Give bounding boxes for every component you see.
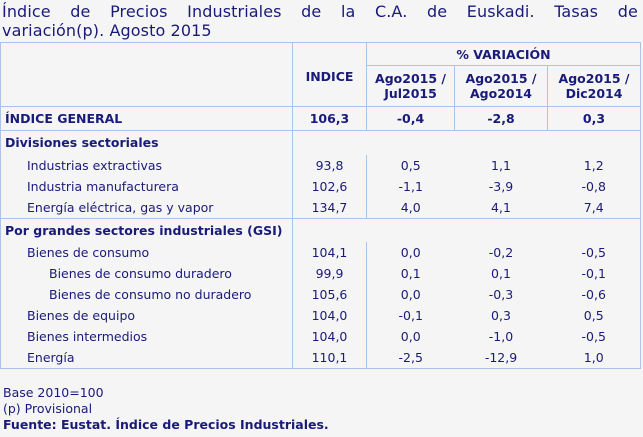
- table-row: Bienes intermedios 104,0 0,0 -1,0 -0,5: [0, 326, 641, 347]
- footer-provisional: (p) Provisional: [3, 401, 93, 416]
- section-gsi: Por grandes sectores industriales (GSI): [0, 217, 641, 242]
- price-index-table: INDICE % VARIACIÓN Ago2015 /Jul2015 Ago2…: [0, 42, 641, 369]
- title-word: Industriales: [187, 2, 282, 21]
- title-word: de: [617, 2, 638, 21]
- header-col-jul2015: Ago2015 /Jul2015: [366, 65, 455, 107]
- table-row: Industria manufacturera 102,6 -1,1 -3,9 …: [0, 175, 641, 197]
- footer-source: Fuente: Eustat. Índice de Precios Indust…: [3, 417, 329, 432]
- section-divisiones: Divisiones sectoriales: [0, 130, 641, 155]
- title-word: C.A.: [374, 2, 408, 21]
- title-word: Índice: [2, 2, 51, 21]
- table-footer: Base 2010=100 (p) Provisional Fuente: Eu…: [3, 385, 329, 433]
- title-line-2: variación(p). Agosto 2015: [2, 21, 212, 40]
- footer-base: Base 2010=100: [3, 385, 104, 400]
- title-word: de: [70, 2, 91, 21]
- table-row: Energía eléctrica, gas y vapor 134,7 4,0…: [0, 196, 641, 218]
- title-word: Precios: [110, 2, 168, 21]
- title-word: Euskadi.: [466, 2, 535, 21]
- table-row: Bienes de consumo 104,1 0,0 -0,2 -0,5: [0, 242, 641, 263]
- title-word: de: [301, 2, 322, 21]
- table-row: Bienes de equipo 104,0 -0,1 0,3 0,5: [0, 305, 641, 326]
- header-blank: [0, 42, 293, 107]
- table-row: Bienes de consumo duradero 99,9 0,1 0,1 …: [0, 263, 641, 284]
- title-word: la: [340, 2, 356, 21]
- table-row: Bienes de consumo no duradero 105,6 0,0 …: [0, 284, 641, 305]
- header-variacion: % VARIACIÓN: [366, 42, 641, 66]
- table-title: Índice de Precios Industriales de la C.A…: [2, 2, 638, 40]
- table-row: Industrias extractivas 93,8 0,5 1,1 1,2: [0, 154, 641, 176]
- title-word: Tasas: [554, 2, 599, 21]
- table-row-indice-general: ÍNDICE GENERAL 106,3 -0,4 -2,8 0,3: [0, 106, 641, 131]
- header-indice: INDICE: [292, 42, 367, 107]
- header-col-dic2014: Ago2015 /Dic2014: [547, 65, 641, 107]
- header-col-ago2014: Ago2015 /Ago2014: [454, 65, 548, 107]
- title-line-1: Índice de Precios Industriales de la C.A…: [2, 2, 638, 21]
- table-row: Energía 110,1 -2,5 -12,9 1,0: [0, 347, 641, 369]
- title-word: de: [426, 2, 448, 21]
